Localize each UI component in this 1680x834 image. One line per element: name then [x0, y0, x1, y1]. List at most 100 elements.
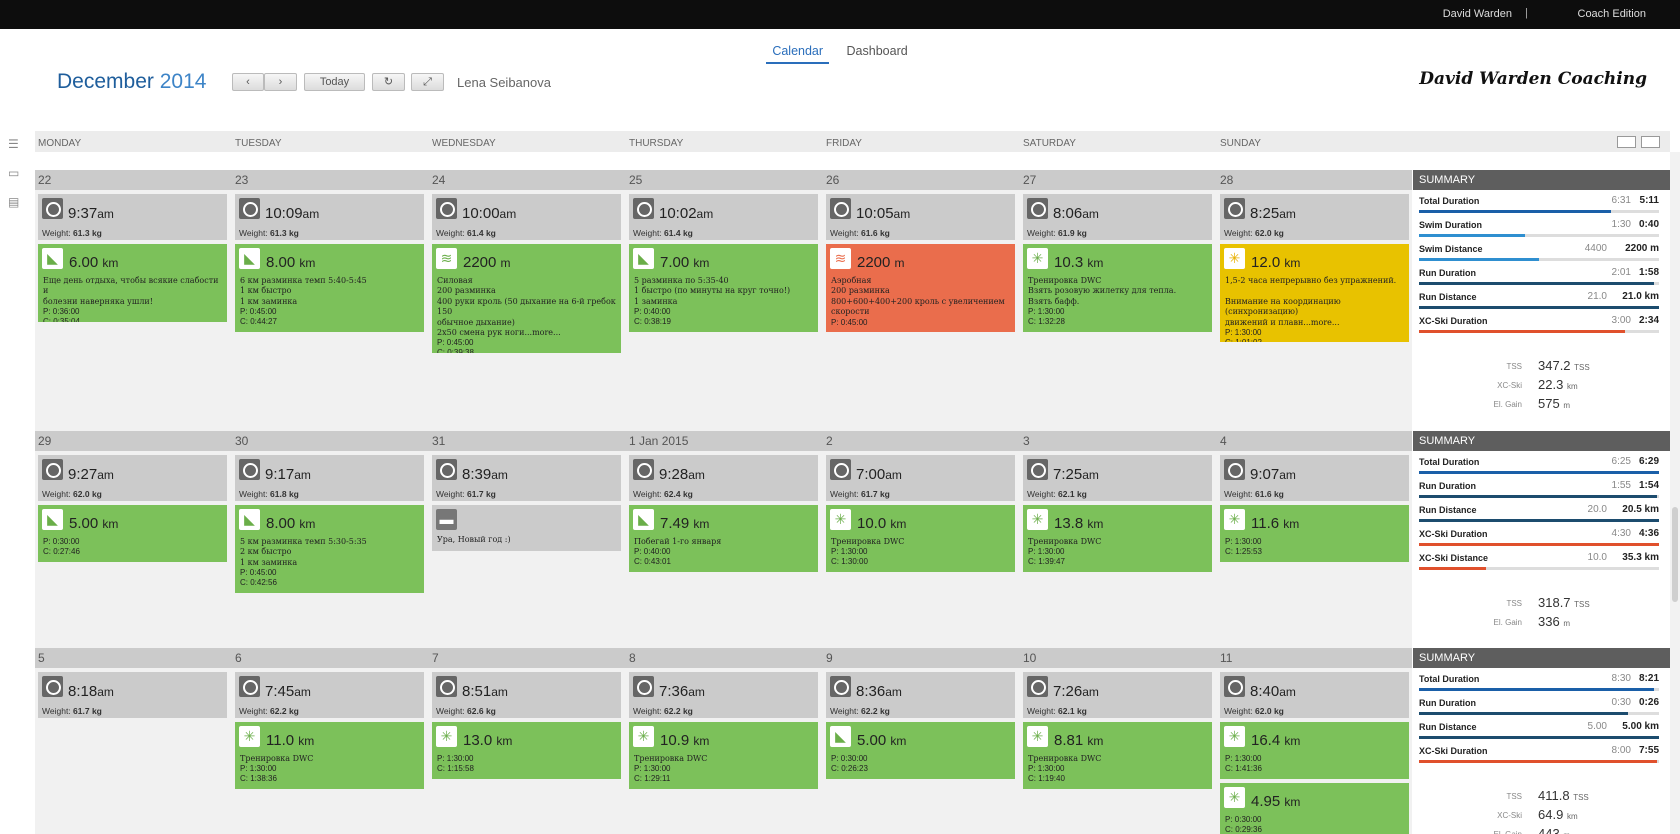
workout-card[interactable]: ◣ 8.00 km 6 км разминка темп 5:40-5:45 1 к…: [235, 244, 424, 332]
distance-value: 5.00: [857, 732, 887, 749]
workout-card[interactable]: ◣ 6.00 km Еще день отдыха, чтобы всякие сл…: [38, 244, 227, 322]
weight-value: 62.0 kg: [73, 489, 102, 499]
metrics-card[interactable]: 9:28am Weight: 62.4 kg: [629, 455, 818, 501]
scrollbar[interactable]: [1670, 152, 1680, 834]
summary-label: Run Duration: [1419, 268, 1476, 278]
main-nav: Calendar Dashboard: [0, 44, 1680, 64]
metrics-card[interactable]: 7:45am Weight: 62.2 kg: [235, 672, 424, 718]
metrics-gauge-icon: [1224, 198, 1245, 219]
workout-card[interactable]: ✳ 11.6 km P: 1:30:00 C: 1:25:53: [1220, 505, 1409, 562]
summary-planned: 4400: [1584, 243, 1607, 254]
tab-calendar[interactable]: Calendar: [766, 44, 830, 64]
workout-card[interactable]: ✳ 4.95 km P: 0:30:00 C: 0:29:36: [1220, 783, 1409, 834]
grid-view-icon[interactable]: [1641, 136, 1660, 148]
workout-card[interactable]: ◣ 7.49 km Побегай 1-го января P: 0:40:00 C: …: [629, 505, 818, 572]
workout-card[interactable]: ◣ 5.00 km P: 0:30:00 C: 0:27:46: [38, 505, 227, 562]
workout-card[interactable]: ✳ 13.0 km P: 1:30:00 C: 1:15:58: [432, 722, 621, 779]
summary-total-label: TSS: [1506, 792, 1522, 801]
refresh-button[interactable]: ↻: [372, 73, 405, 91]
prev-button[interactable]: ‹: [232, 73, 264, 91]
completed-duration: C: 1:39:47: [1028, 557, 1065, 567]
metrics-card[interactable]: 10:00am Weight: 61.4 kg: [432, 194, 621, 240]
summary-total-label: El. Gain: [1493, 400, 1522, 409]
metrics-time-ampm: am: [302, 207, 320, 221]
summary-progress-fill: [1419, 330, 1625, 333]
metrics-card[interactable]: 8:39am Weight: 61.7 kg: [432, 455, 621, 501]
metrics-card[interactable]: 9:27am Weight: 62.0 kg: [38, 455, 227, 501]
user-name-link[interactable]: David Warden: [1442, 8, 1512, 20]
summary-planned: 8:00: [1611, 745, 1631, 756]
metrics-weight: Weight: 61.3 kg: [239, 228, 299, 238]
metrics-time-ampm: am: [688, 685, 705, 699]
metrics-card[interactable]: 7:00am Weight: 61.7 kg: [826, 455, 1015, 501]
workout-description: Тренировка DWC: [240, 754, 314, 763]
metrics-card[interactable]: 8:18am Weight: 61.7 kg: [38, 672, 227, 718]
summary-total-unit: TSS: [1574, 363, 1590, 372]
metrics-card[interactable]: 7:25am Weight: 62.1 kg: [1023, 455, 1212, 501]
workout-card[interactable]: ✳ 16.4 km P: 1:30:00 C: 1:41:36: [1220, 722, 1409, 779]
day-name: SATURDAY: [1023, 138, 1076, 149]
metrics-card[interactable]: 10:09am Weight: 61.3 kg: [235, 194, 424, 240]
workout-card[interactable]: ≋ 2200 m Силовая 200 разминка 400 руки кро…: [432, 244, 621, 353]
expand-button[interactable]: ⤢: [411, 73, 444, 91]
workout-card[interactable]: ≋ 2200 m Аэробная 200 разминка 800+600+400…: [826, 244, 1015, 332]
metrics-time-ampm: am: [97, 468, 114, 482]
summary-completed: 35.3 km: [1622, 552, 1659, 563]
distance-unit: km: [1087, 256, 1104, 270]
summary-progress-fill: [1419, 688, 1654, 691]
workout-card[interactable]: ✳ 8.81 km Тренировка DWC P: 1:30:00 C: 1:19:…: [1023, 722, 1212, 789]
workout-description: Тренировка DWC: [1028, 537, 1102, 546]
metrics-card[interactable]: 10:05am Weight: 61.6 kg: [826, 194, 1015, 240]
workout-distance: 11.6 km: [1251, 515, 1299, 532]
metrics-card[interactable]: 8:06am Weight: 61.9 kg: [1023, 194, 1212, 240]
metrics-weight: Weight: 62.2 kg: [633, 706, 693, 716]
summary-total-unit: km: [1566, 812, 1578, 821]
workout-card[interactable]: ✳ 10.0 km Тренировка DWC P: 1:30:00 C: 1:30:…: [826, 505, 1015, 572]
workout-card[interactable]: ◣ 8.00 km 5 км разминка темп 5:30-5:35 2 к…: [235, 505, 424, 593]
metrics-card[interactable]: 9:17am Weight: 61.8 kg: [235, 455, 424, 501]
planned-duration: P: 1:30:00: [831, 547, 868, 557]
metrics-card[interactable]: 10:02am Weight: 61.4 kg: [629, 194, 818, 240]
workout-card[interactable]: ✳ 10.3 km Тренировка DWC Взять розовую жил…: [1023, 244, 1212, 332]
workout-card[interactable]: ✳ 11.0 km Тренировка DWC P: 1:30:00 C: 1:38:…: [235, 722, 424, 789]
planned-duration: P: 1:30:00: [1028, 547, 1065, 557]
athlete-name[interactable]: Lena Seibanova: [457, 75, 551, 90]
metrics-card[interactable]: 7:36am Weight: 62.2 kg: [629, 672, 818, 718]
athlete-list-icon[interactable]: ☰: [8, 137, 19, 151]
workout-distance: 8.81 km: [1054, 732, 1103, 749]
workout-card[interactable]: ✳ 12.0 km 1,5-2 часа непрерывно без упражн…: [1220, 244, 1409, 342]
workout-card[interactable]: ✳ 10.9 km Тренировка DWC P: 1:30:00 C: 1:29:…: [629, 722, 818, 789]
metrics-time: 9:28am: [659, 466, 705, 483]
summary-label: Total Duration: [1419, 196, 1480, 206]
metrics-gauge-icon: [633, 459, 654, 480]
workout-card[interactable]: ◣ 7.00 km 5 разминка по 5:35-40 1 быстро (…: [629, 244, 818, 332]
workout-distance: 10.3 km: [1054, 254, 1103, 271]
distance-value: 13.0: [463, 732, 493, 749]
scroll-thumb[interactable]: [1672, 507, 1678, 602]
metrics-card[interactable]: 9:37am Weight: 61.3 kg: [38, 194, 227, 240]
metrics-card[interactable]: 9:07am Weight: 61.6 kg: [1220, 455, 1409, 501]
metrics-card[interactable]: 8:40am Weight: 62.0 kg: [1220, 672, 1409, 718]
workout-card[interactable]: ▬ Ура, Новый год :): [432, 505, 621, 551]
list-view-icon[interactable]: [1617, 136, 1636, 148]
weight-label: Weight:: [830, 489, 859, 499]
metrics-card[interactable]: 7:26am Weight: 62.1 kg: [1023, 672, 1212, 718]
weight-label: Weight:: [1224, 228, 1253, 238]
next-button[interactable]: ›: [264, 73, 297, 91]
summary-total-value-group: 64.9 km: [1538, 807, 1578, 822]
date-label: 4: [1220, 434, 1227, 448]
metrics-card[interactable]: 8:25am Weight: 62.0 kg: [1220, 194, 1409, 240]
workout-card[interactable]: ✳ 13.8 km Тренировка DWC P: 1:30:00 C: 1:39:…: [1023, 505, 1212, 572]
metrics-card[interactable]: 8:36am Weight: 62.2 kg: [826, 672, 1015, 718]
workout-card[interactable]: ◣ 5.00 km P: 0:30:00 C: 0:26:23: [826, 722, 1015, 779]
workout-description: Тренировка DWC: [634, 754, 708, 763]
summary-row: Run Distance 20.0 20.5 km: [1419, 504, 1659, 529]
snowflake-icon: ✳: [239, 726, 260, 747]
metrics-time-value: 8:18: [68, 683, 98, 700]
today-button[interactable]: Today: [304, 73, 365, 91]
metrics-card[interactable]: 8:51am Weight: 62.6 kg: [432, 672, 621, 718]
notes-icon[interactable]: ▤: [8, 195, 20, 209]
tab-dashboard[interactable]: Dashboard: [846, 44, 908, 58]
library-icon[interactable]: ▭: [8, 166, 20, 180]
summary-row: XC-Ski Duration 8:00 7:55: [1419, 745, 1659, 770]
